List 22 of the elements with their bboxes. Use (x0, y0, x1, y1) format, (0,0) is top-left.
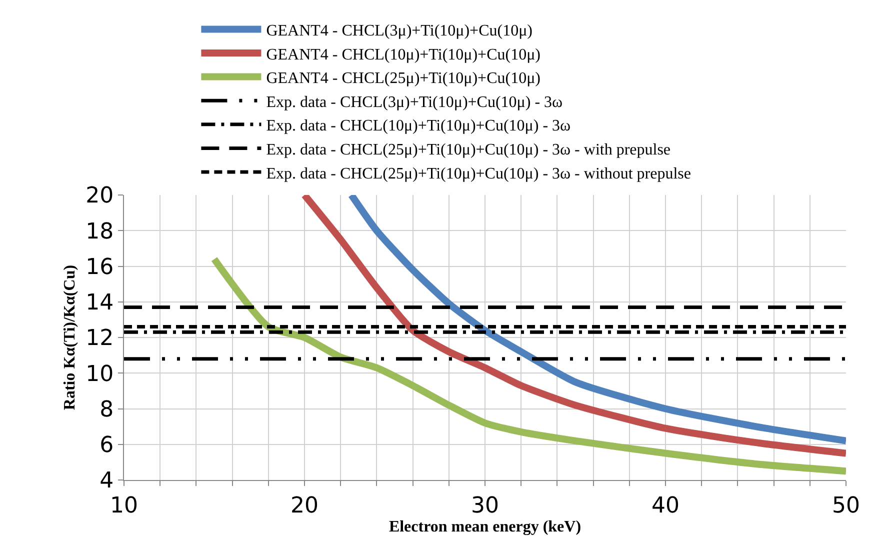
y-tick-label: 20 (86, 184, 114, 209)
x-tick-label: 30 (471, 493, 499, 518)
legend-label: GEANT4 - CHCL(3μ)+Ti(10μ)+Cu(10μ) (266, 22, 532, 40)
y-tick-label: 14 (86, 290, 114, 316)
legend-label: GEANT4 - CHCL(10μ)+Ti(10μ)+Cu(10μ) (266, 46, 540, 64)
legend-label: Exp. data - CHCL(25μ)+Ti(10μ)+Cu(10μ) - 3ω - with prepulse (266, 141, 671, 158)
legend-label: Exp. data - CHCL(10μ)+Ti(10μ)+Cu(10μ) - 3ω (266, 118, 571, 135)
x-tick-label: 50 (832, 493, 860, 518)
y-tick-label: 16 (86, 254, 114, 280)
y-tick-label: 8 (100, 397, 114, 422)
x-tick-label: 40 (652, 493, 680, 518)
x-tick-label: 20 (290, 493, 318, 518)
legend-label: Exp. data - CHCL(3μ)+Ti(10μ)+Cu(10μ) - 3ω (266, 94, 563, 111)
x-axis-title: Electron mean energy (keV) (388, 518, 582, 536)
y-tick-label: 6 (100, 433, 114, 458)
y-axis-title: Ratio Kα(Ti)/Kα(Cu) (62, 264, 78, 410)
y-tick-label: 12 (86, 326, 114, 352)
y-tick-label: 18 (86, 219, 114, 244)
legend-label: Exp. data - CHCL(25μ)+Ti(10μ)+Cu(10μ) - 3ω - without prepulse (266, 165, 691, 182)
y-tick-label: 4 (100, 468, 114, 494)
y-tick-label: 10 (86, 362, 114, 387)
legend-label: GEANT4 - CHCL(25μ)+Ti(10μ)+Cu(10μ) (266, 70, 540, 88)
